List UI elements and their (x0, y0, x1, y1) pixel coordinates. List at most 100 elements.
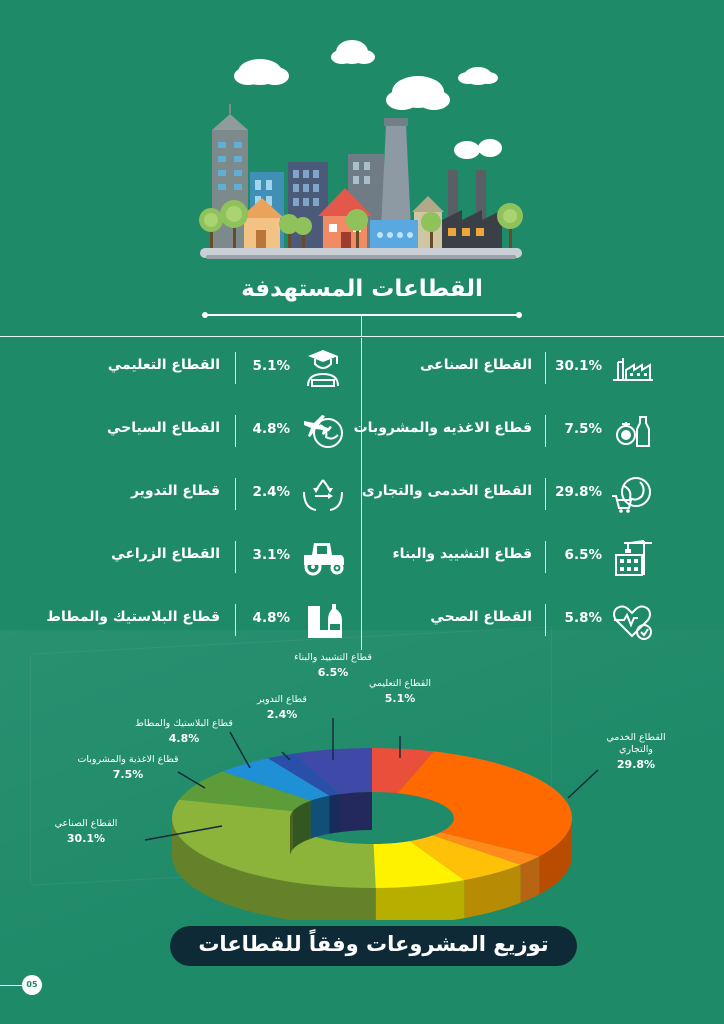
sector-health: 5.8% القطاع الصحي (362, 600, 662, 640)
crane-building-icon (615, 540, 652, 576)
sector-construction: 6.5% قطاع التشييد والبناء (362, 537, 662, 577)
sector-name: القطاع التعليمي (107, 357, 220, 373)
pie-slice-inner-wall (340, 792, 372, 833)
recycle-hands-icon (303, 479, 343, 511)
callout-value: 6.5% (318, 666, 349, 679)
sector-separator (545, 352, 546, 384)
callout-label: القطاع الصناعي (55, 818, 118, 829)
callout-value: 30.1% (67, 832, 105, 845)
plane-globe-icon (304, 415, 343, 448)
callout-leader-line (567, 769, 599, 799)
factory-icon (613, 358, 653, 381)
sector-pct: 4.8% (252, 610, 290, 626)
callout-leader-line (229, 731, 251, 769)
sector-pct: 6.5% (564, 547, 602, 563)
callout-label: القطاع الخدمي (606, 732, 665, 743)
pie-slice-inner-wall (290, 811, 293, 856)
pie-slice (172, 799, 376, 889)
callout-leader-line (177, 771, 206, 789)
pie-slice-inner-wall (329, 794, 340, 834)
heart-pulse-icon (613, 605, 652, 640)
callout-leader-line (144, 825, 223, 841)
sector-name: قطاع التشييد والبناء (392, 546, 532, 562)
pie-slice-side (172, 818, 376, 920)
sector-food-drinks: 7.5% قطاع الاغذيه والمشروبات (354, 411, 662, 451)
sector-education: 5.1% القطاع التعليمي (40, 348, 350, 388)
pie-slice-inner-wall (292, 800, 311, 850)
sector-services-trade: 29.8% القطاع الخدمى والتجارى (362, 474, 662, 514)
callout-label: القطاع التعليمي (369, 678, 431, 689)
pie-slice-side (539, 818, 572, 895)
callout-value: 5.1% (385, 692, 416, 705)
sector-separator (545, 541, 546, 573)
callout-label: قطاع التشييد والبناء (294, 652, 372, 663)
sector-pct: 2.4% (252, 484, 290, 500)
callout-value: 7.5% (113, 768, 144, 781)
title-underline (205, 314, 519, 316)
sector-name: القطاع الصناعى (419, 357, 532, 373)
sector-separator (235, 541, 236, 573)
pie-slice-side (375, 880, 465, 920)
chart-banner-text: توزيع المشروعات وفقاً للقطاعات (198, 932, 549, 956)
sector-agriculture: 3.1% القطاع الزراعي (40, 537, 350, 577)
page-title: القطاعات المستهدفة (241, 276, 483, 302)
sector-name: القطاع السياحي (107, 420, 220, 436)
graduate-icon (307, 350, 339, 387)
pie-slice (432, 832, 540, 865)
globe-cart-icon (612, 477, 651, 513)
pie-slice (373, 841, 465, 888)
city-illustration (199, 40, 523, 259)
pie-slice (372, 747, 434, 794)
chart-banner: توزيع المشروعات وفقاً للقطاعات (170, 926, 577, 966)
sector-pct: 30.1% (555, 358, 602, 374)
sector-separator (545, 415, 546, 447)
pie-slice (179, 771, 311, 812)
pie-slice (397, 751, 573, 857)
sector-recycling: 2.4% قطاع التدوير (40, 474, 350, 514)
pie-slice (222, 758, 330, 801)
pie-slice (409, 835, 521, 881)
sector-separator (545, 478, 546, 510)
sector-separator (235, 604, 236, 636)
callout-label: قطاع الاغذية والمشروبات (77, 754, 178, 765)
title-dot-right (516, 312, 522, 318)
callout-label: قطاع التدوير (256, 694, 307, 705)
callout-leader-line (281, 751, 291, 761)
sector-name: القطاع الخدمى والتجارى (361, 483, 532, 499)
callout-label: قطاع البلاستيك والمطاط (135, 718, 233, 729)
pie-slice (294, 747, 372, 795)
sector-tourism: 4.8% القطاع السياحي (40, 411, 350, 451)
sector-separator (545, 604, 546, 636)
cloud-icon (234, 40, 502, 159)
pie-slice-side (520, 856, 540, 903)
sector-pct: 7.5% (564, 421, 602, 437)
column-divider (361, 338, 362, 650)
sector-name: القطاع الصحي (430, 609, 532, 625)
sector-industrial: 30.1% القطاع الصناعى (362, 348, 662, 388)
pie-slice-inner-wall (310, 795, 330, 839)
sector-separator (235, 415, 236, 447)
callout-label: والتجاري (619, 744, 653, 755)
sector-pct: 29.8% (555, 484, 602, 500)
callout-value: 29.8% (617, 758, 655, 771)
sector-separator (235, 478, 236, 510)
sector-pct: 4.8% (252, 421, 290, 437)
sector-name: قطاع الاغذيه والمشروبات (353, 420, 532, 436)
sector-plastic-rubber: 4.8% قطاع البلاستيك والمطاط (40, 600, 350, 640)
tractor-icon (304, 543, 344, 576)
sector-name: القطاع الزراعي (111, 546, 220, 562)
sector-pct: 5.1% (252, 358, 290, 374)
pie-slice-side (464, 864, 521, 919)
food-drink-icon (616, 416, 650, 447)
page-number: 05 (22, 975, 42, 995)
sector-name: قطاع التدوير (130, 483, 220, 499)
title-connector (361, 316, 362, 336)
sector-separator (235, 352, 236, 384)
callout-value: 2.4% (267, 708, 298, 721)
boot-bottle-icon (308, 604, 342, 638)
sector-name: قطاع البلاستيك والمطاط (46, 609, 220, 625)
callout-value: 4.8% (169, 732, 200, 745)
section-divider (0, 336, 724, 337)
pie-slice (267, 753, 340, 796)
sector-pct: 5.8% (564, 610, 602, 626)
